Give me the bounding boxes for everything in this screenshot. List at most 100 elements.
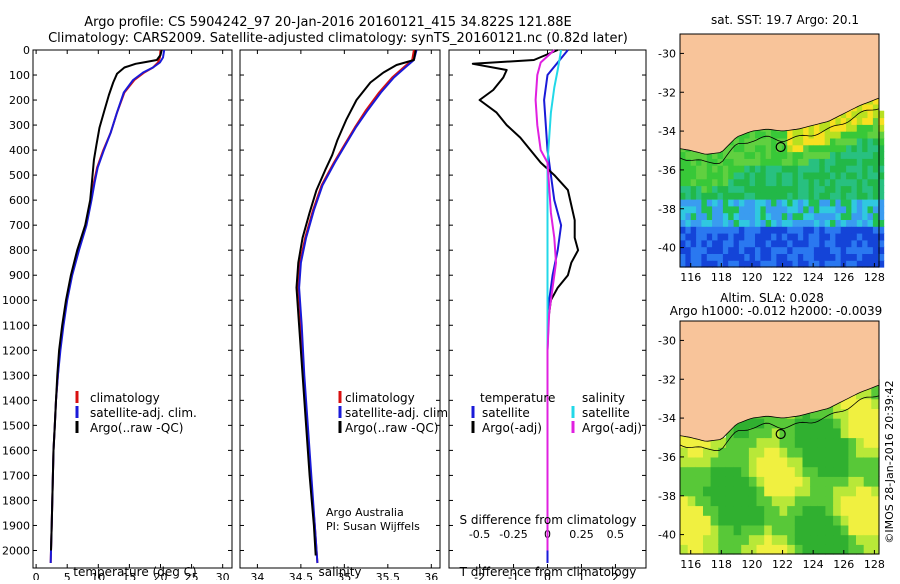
map-cell [871,437,880,448]
map-cell [863,408,872,419]
y-tick-label: 1000 [2,294,30,307]
map-cell [756,534,765,545]
map-cell [846,185,853,193]
map-cell [794,544,804,555]
map-cell [781,260,788,268]
map-cell [802,476,811,487]
map-cell [722,260,729,268]
sla-map-panel: Altim. SLA: 0.028 Argo h1000: -0.012 h20… [658,291,885,571]
map-cell [738,137,745,146]
map-cell [690,185,697,193]
map-cell [792,137,799,146]
legend-climatology-label: climatology [345,391,415,405]
map-cell [872,185,879,193]
y-tick-label: 1700 [2,469,30,482]
map-cell [803,205,810,214]
map-cell [680,515,689,526]
map-cell [846,212,853,220]
map-cell [872,239,879,248]
map-cell [755,137,761,146]
map-cell [863,389,872,400]
map-x-tick-label: 126 [833,271,854,284]
map-cell [878,233,885,241]
map-cell [710,447,719,458]
map-cell [862,212,869,220]
map-cell [824,192,831,200]
map-cell [733,158,740,166]
map-cell [824,158,831,166]
map-cell [846,205,853,214]
map-x-tick-label: 118 [711,558,732,571]
map-cell [848,437,857,448]
map-cell [781,226,788,234]
map-cell [722,151,729,159]
map-cell [771,151,778,159]
map-cell [830,246,836,254]
map-cell [840,192,847,200]
map-cell [840,110,847,119]
map-cell [851,233,858,241]
map-cell [744,239,751,248]
map-cell [848,544,857,555]
map-cell [776,199,783,207]
map-cell [824,144,831,153]
map-cell [749,151,756,159]
map-cell [824,205,831,214]
map-y-tick-label: -32 [658,86,676,99]
map-cell [738,253,745,261]
map-cell [840,544,849,555]
map-cell [862,137,869,146]
map-cell [687,534,696,545]
map-cell [825,495,834,507]
map-cell [851,137,858,146]
s-diff-tick-label: -0.5 [469,528,490,541]
map-cell [824,253,831,261]
map-cell [760,165,767,173]
map-x-tick-label: 122 [772,558,793,571]
map-cell [848,495,857,507]
map-cell [797,185,804,193]
map-cell [748,505,758,516]
map-cell [748,515,758,526]
map-cell [776,165,783,173]
map-cell [787,219,794,227]
map-cell [717,178,724,187]
map-cell [744,178,751,187]
map-cell [755,165,761,173]
map-cell [813,144,820,153]
map-y-tick-label: -38 [658,203,676,216]
x-tick-label: 36 [424,571,438,580]
depth-contour [679,395,880,452]
map-cell [878,131,885,139]
map-cell [718,524,727,536]
map-cell [871,427,880,439]
map-cell [755,253,761,261]
map-cell [851,124,858,132]
x-tick-label: 30 [216,571,230,580]
map-cell [871,486,880,497]
map-cell [862,239,869,248]
map-cell [819,158,826,166]
map-cell [741,456,750,468]
coastline [679,97,880,155]
map-cell [840,246,847,254]
map-cell [833,505,842,516]
x-tick-label: 1 [578,571,585,580]
map-cell [722,239,729,248]
map-cell [690,246,697,254]
map-cell [712,185,719,193]
map-cell [871,515,880,526]
map-cell [863,398,872,409]
map-cell [771,219,778,227]
map-cell [863,505,872,516]
map-cell [810,544,819,555]
map-cell [848,427,857,439]
map-cell [680,226,686,234]
map-cell [787,246,794,254]
map-cell [779,437,788,448]
map-cell [824,260,831,268]
map-cell [867,144,874,153]
map-cell [695,476,704,487]
map-cell [717,239,724,248]
map-cell [856,486,865,497]
